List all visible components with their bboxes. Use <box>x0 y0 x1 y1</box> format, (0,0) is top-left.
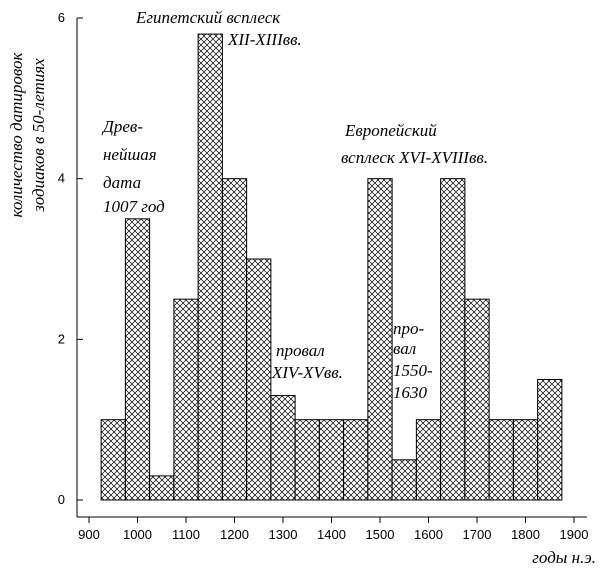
annotation-ancient-line: Древ- <box>101 117 143 136</box>
annotation-ancient: Древ- нейшая дата 1007 год <box>101 117 165 216</box>
x-tick-label: 1500 <box>366 527 395 542</box>
y-axis-title-line2: зодиаков в 50-летиях <box>29 58 48 213</box>
annotation-egypt: Египетский всплеск XII-XIIIвв. <box>135 8 302 49</box>
x-tick-label: 1400 <box>317 527 346 542</box>
y-tick-label: 4 <box>58 171 65 186</box>
x-tick-label: 1100 <box>172 527 200 542</box>
y-tick-label: 2 <box>58 331 65 346</box>
annotation-europe-line: всплеск XVI-XVIIIвв. <box>341 148 488 167</box>
annotation-dip1: провал XIV-XVвв. <box>271 341 343 382</box>
annotation-dip1-line: XIV-XVвв. <box>271 363 343 382</box>
bar-18 <box>537 379 563 501</box>
x-tick-label: 1800 <box>511 527 540 542</box>
bar-6 <box>246 258 272 501</box>
y-ticks-group: 0 2 4 6 <box>58 10 83 507</box>
bar-5 <box>221 178 248 501</box>
annotation-europe-line: Европейский <box>344 121 437 140</box>
x-tick-label: 1900 <box>560 527 589 542</box>
bar-3 <box>173 298 199 501</box>
bar-17 <box>512 419 539 501</box>
annotation-dip2-line: про- <box>393 319 425 338</box>
bar-2 <box>149 475 175 501</box>
annotation-dip2-line: 1550- <box>393 361 433 380</box>
x-axis-title: годы н.э. <box>532 548 596 567</box>
bar-1 <box>124 218 151 501</box>
y-axis-title-line1: количество датировок <box>7 51 26 217</box>
annotation-egypt-line: XII-XIIIвв. <box>227 30 302 49</box>
bar-9 <box>318 419 345 501</box>
bar-12 <box>391 459 417 501</box>
bar-7 <box>270 395 296 501</box>
annotation-ancient-line: нейшая <box>103 145 157 164</box>
bar-13 <box>415 419 442 501</box>
x-tick-label: 900 <box>78 527 100 542</box>
annotation-egypt-line: Египетский всплеск <box>135 8 281 27</box>
bar-14 <box>440 178 466 501</box>
x-tick-label: 1000 <box>123 527 152 542</box>
annotation-dip2-line: вал <box>393 339 416 358</box>
x-tick-label: 1700 <box>463 527 492 542</box>
bar-15 <box>464 298 490 501</box>
bar-16 <box>488 419 514 501</box>
x-ticks-group: 900 1000 1100 1200 1300 1400 1500 1600 1700 1800 1… <box>78 517 588 542</box>
bar-11 <box>367 178 393 501</box>
annotation-ancient-line: 1007 год <box>103 197 165 216</box>
x-tick-label: 1300 <box>269 527 298 542</box>
bar-10 <box>343 419 369 501</box>
annotation-dip2: про- вал 1550- 1630 <box>393 319 433 402</box>
bar-8 <box>294 419 320 501</box>
annotation-europe: Европейский всплеск XVI-XVIIIвв. <box>341 121 488 167</box>
annotation-dip2-line: 1630 <box>393 383 428 402</box>
x-tick-label: 1600 <box>414 527 443 542</box>
bar-4 <box>197 33 223 501</box>
bar-0 <box>100 419 126 501</box>
annotation-dip1-line: провал <box>276 341 325 360</box>
x-tick-label: 1200 <box>220 527 249 542</box>
annotation-ancient-line: дата <box>103 173 141 192</box>
bars-group <box>100 33 563 501</box>
y-tick-label: 0 <box>58 492 65 507</box>
y-tick-label: 6 <box>58 10 65 25</box>
